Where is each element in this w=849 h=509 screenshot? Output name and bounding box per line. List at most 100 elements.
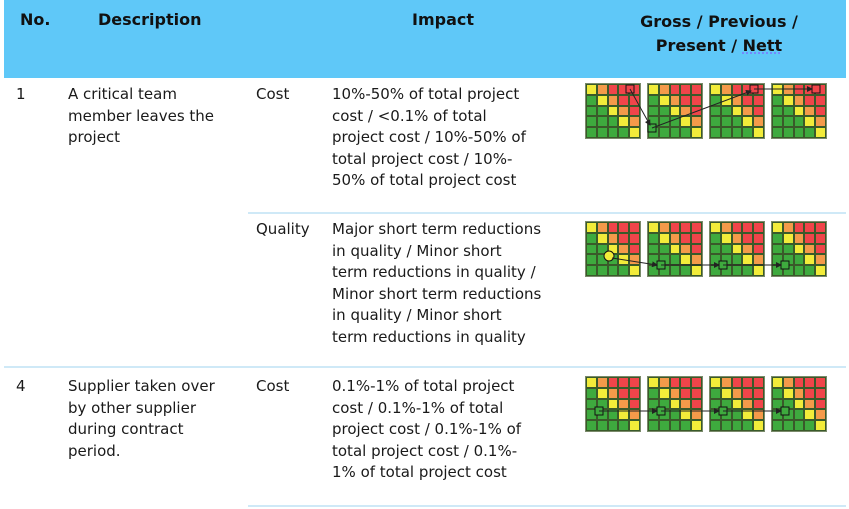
matrix-cell	[648, 265, 659, 276]
matrix-cell	[782, 420, 794, 431]
matrix-cell	[669, 232, 681, 244]
matrix-cell	[782, 265, 794, 276]
matrix-cell	[596, 105, 608, 117]
matrix-cell	[669, 116, 681, 128]
matrix-cell	[793, 377, 805, 388]
matrix-cell	[691, 243, 702, 255]
matrix-cell	[782, 105, 794, 117]
matrix-cell	[596, 94, 608, 106]
impact-line: 10%-50% of total project	[332, 85, 520, 103]
matrix-cell	[710, 127, 721, 138]
impact-line: cost / 0.1%-1% of total	[332, 398, 504, 417]
matrix-cell	[742, 127, 754, 138]
matrix-cell	[669, 409, 681, 421]
matrix-cell	[680, 254, 692, 266]
matrix-cell	[731, 254, 743, 266]
matrix-cell	[607, 222, 619, 233]
row-divider	[248, 505, 846, 507]
matrix-cell	[658, 94, 670, 106]
matrix-cell	[782, 116, 794, 128]
row-4-cost-previous-matrix	[647, 376, 703, 432]
header-nett: Nett	[742, 36, 783, 55]
matrix-cell	[753, 409, 764, 421]
matrix-cell	[607, 387, 619, 399]
matrix-cell	[680, 387, 692, 399]
matrix-cell	[782, 94, 794, 106]
matrix-cell	[629, 127, 640, 138]
matrix-cell	[793, 265, 805, 276]
matrix-cell	[658, 222, 670, 233]
matrix-cell	[720, 94, 732, 106]
matrix-cell	[753, 398, 764, 410]
matrix-cell	[793, 116, 805, 128]
matrix-cell	[669, 127, 681, 138]
matrix-cell	[618, 243, 630, 255]
impact-line: 1% of total project cost	[332, 463, 507, 481]
matrix-cell	[680, 232, 692, 244]
matrix-cell	[618, 377, 630, 388]
matrix-cell	[710, 105, 721, 117]
header-gross-previous-present-nett: Gross / Previous / Present / Nett	[594, 10, 844, 58]
matrix-cell	[710, 265, 721, 276]
matrix-cell	[691, 232, 702, 244]
matrix-cell	[618, 387, 630, 399]
matrix-cell	[815, 409, 826, 421]
matrix-cell	[772, 243, 783, 255]
matrix-cell	[680, 398, 692, 410]
matrix-cell	[731, 94, 743, 106]
impact-line: Major short term reductions	[332, 220, 542, 238]
matrix-cell	[596, 232, 608, 244]
row-4-cost-nett-matrix	[771, 376, 827, 432]
row-divider	[4, 366, 846, 368]
matrix-cell	[772, 127, 783, 138]
matrix-cell	[618, 116, 630, 128]
matrix-cell	[804, 409, 816, 421]
matrix-cell	[731, 409, 743, 421]
matrix-cell	[607, 409, 619, 421]
matrix-cell	[658, 377, 670, 388]
matrix-cell	[629, 105, 640, 117]
matrix-cell	[731, 222, 743, 233]
matrix-cell	[607, 127, 619, 138]
matrix-cell	[669, 265, 681, 276]
matrix-cell	[815, 420, 826, 431]
matrix-cell	[815, 243, 826, 255]
matrix-cell	[648, 420, 659, 431]
matrix-cell	[815, 94, 826, 106]
matrix-cell	[782, 377, 794, 388]
matrix-cell	[772, 409, 783, 421]
header-no: No.	[20, 10, 51, 29]
matrix-cell	[815, 398, 826, 410]
matrix-cell	[648, 105, 659, 117]
matrix-cell	[596, 420, 608, 431]
matrix-cell	[742, 409, 754, 421]
matrix-cell	[804, 105, 816, 117]
matrix-cell	[607, 377, 619, 388]
matrix-cell	[596, 377, 608, 388]
matrix-cell	[658, 105, 670, 117]
matrix-cell	[658, 127, 670, 138]
matrix-cell	[753, 254, 764, 266]
matrix-cell	[586, 265, 597, 276]
matrix-cell	[648, 232, 659, 244]
matrix-cell	[720, 232, 732, 244]
matrix-cell	[618, 222, 630, 233]
row-4-desc-line: period.	[68, 441, 121, 460]
matrix-cell	[658, 84, 670, 95]
matrix-cell	[629, 222, 640, 233]
matrix-cell	[648, 409, 659, 421]
matrix-cell	[815, 116, 826, 128]
matrix-cell	[753, 420, 764, 431]
matrix-cell	[648, 398, 659, 410]
matrix-cell	[669, 398, 681, 410]
matrix-cell	[742, 105, 754, 117]
matrix-cell	[720, 409, 732, 421]
matrix-cell	[629, 420, 640, 431]
matrix-cell	[793, 84, 805, 95]
matrix-cell	[731, 398, 743, 410]
matrix-cell	[710, 409, 721, 421]
matrix-cell	[691, 105, 702, 117]
matrix-cell	[793, 409, 805, 421]
matrix-cell	[731, 265, 743, 276]
row-1-impact-1-type: Cost	[256, 85, 290, 103]
